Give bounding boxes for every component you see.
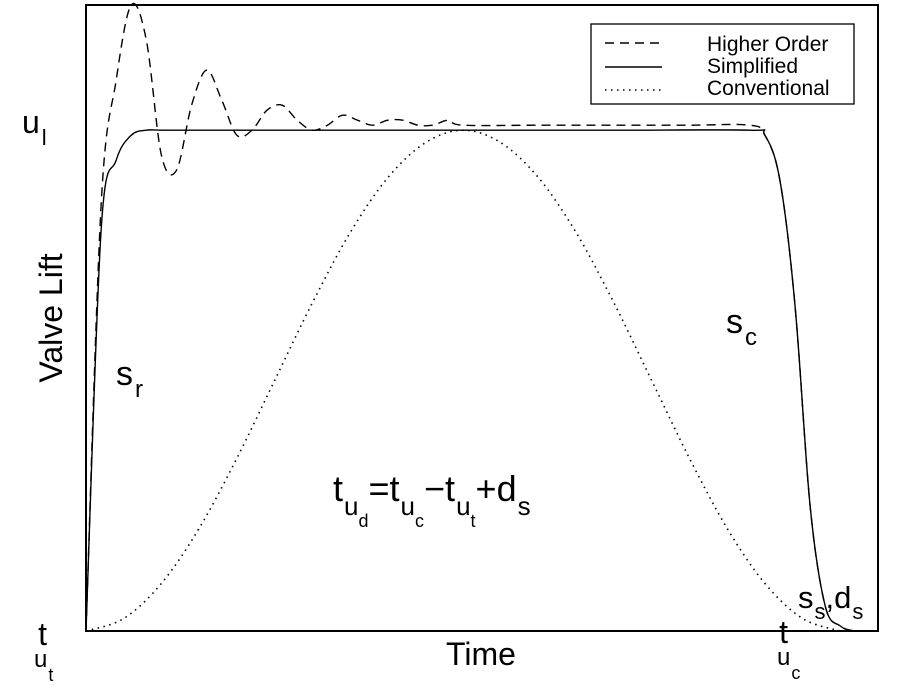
y-axis-label: Valve Lift (33, 253, 69, 382)
x-start-mark: t ut (34, 616, 53, 685)
legend: Higher Order Simplified Conventional (590, 23, 855, 105)
legend-label-simplified: Simplified (707, 55, 798, 78)
annotation-s-s-d-s: ss,ds (798, 580, 863, 624)
series-line-simplified (85, 129, 871, 633)
annotation-s-c: sc (726, 303, 757, 351)
series-layer (85, 2, 871, 633)
legend-label-conventional: Conventional (707, 77, 830, 100)
x-axis-label: Time (446, 636, 516, 672)
y-top-mark: ul (22, 104, 47, 150)
plot-frame (85, 4, 879, 632)
legend-box (590, 23, 855, 105)
legend-label-higher-order: Higher Order (707, 33, 828, 56)
series-line-conventional (85, 129, 841, 632)
annotation-equation: tud=tuc−tut+ds (333, 468, 531, 531)
annotation-s-r: sr (116, 355, 143, 403)
x-end-mark: t uc (777, 614, 800, 683)
